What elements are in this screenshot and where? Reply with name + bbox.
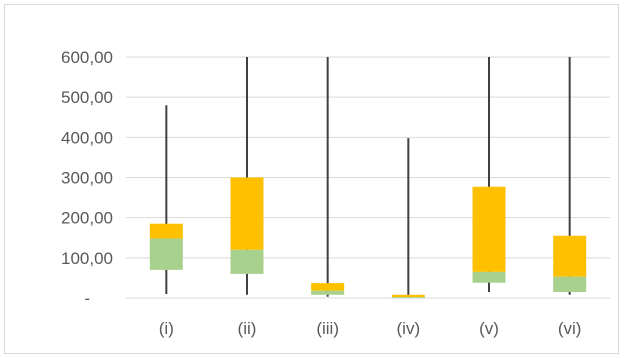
y-tick-label: 200,00: [61, 209, 113, 228]
x-tick-label: (i): [159, 319, 174, 338]
upper-box: [391, 294, 425, 298]
chart-frame: [4, 4, 619, 354]
box-plot-marks: [149, 57, 587, 298]
y-axis-tick-labels: - 100,00 200,00 300,00 400,00 500,00 600,00: [61, 48, 113, 308]
y-tick-label: 600,00: [61, 48, 113, 67]
y-tick-label: -: [84, 289, 90, 308]
upper-box: [230, 177, 264, 250]
y-tick-label: 300,00: [61, 169, 113, 188]
y-tick-label: 500,00: [61, 88, 113, 107]
lower-box: [553, 276, 587, 292]
y-tick-label: 400,00: [61, 128, 113, 147]
lower-box: [311, 290, 345, 295]
y-tick-label: 100,00: [61, 249, 113, 268]
lower-box: [230, 249, 264, 274]
x-axis-tick-labels: (i) (ii) (iii) (iv) (v) (vi): [159, 319, 582, 338]
lower-box: [472, 271, 506, 283]
x-tick-label: (v): [479, 319, 499, 338]
x-tick-label: (iii): [316, 319, 339, 338]
x-tick-label: (iv): [397, 319, 421, 338]
lower-box: [149, 238, 183, 270]
lower-box: [391, 297, 425, 298]
upper-box: [149, 223, 183, 239]
x-tick-label: (vi): [558, 319, 582, 338]
upper-box: [311, 283, 345, 291]
upper-box: [472, 186, 506, 272]
upper-box: [553, 235, 587, 277]
x-tick-label: (ii): [238, 319, 257, 338]
gridlines: [126, 56, 610, 299]
